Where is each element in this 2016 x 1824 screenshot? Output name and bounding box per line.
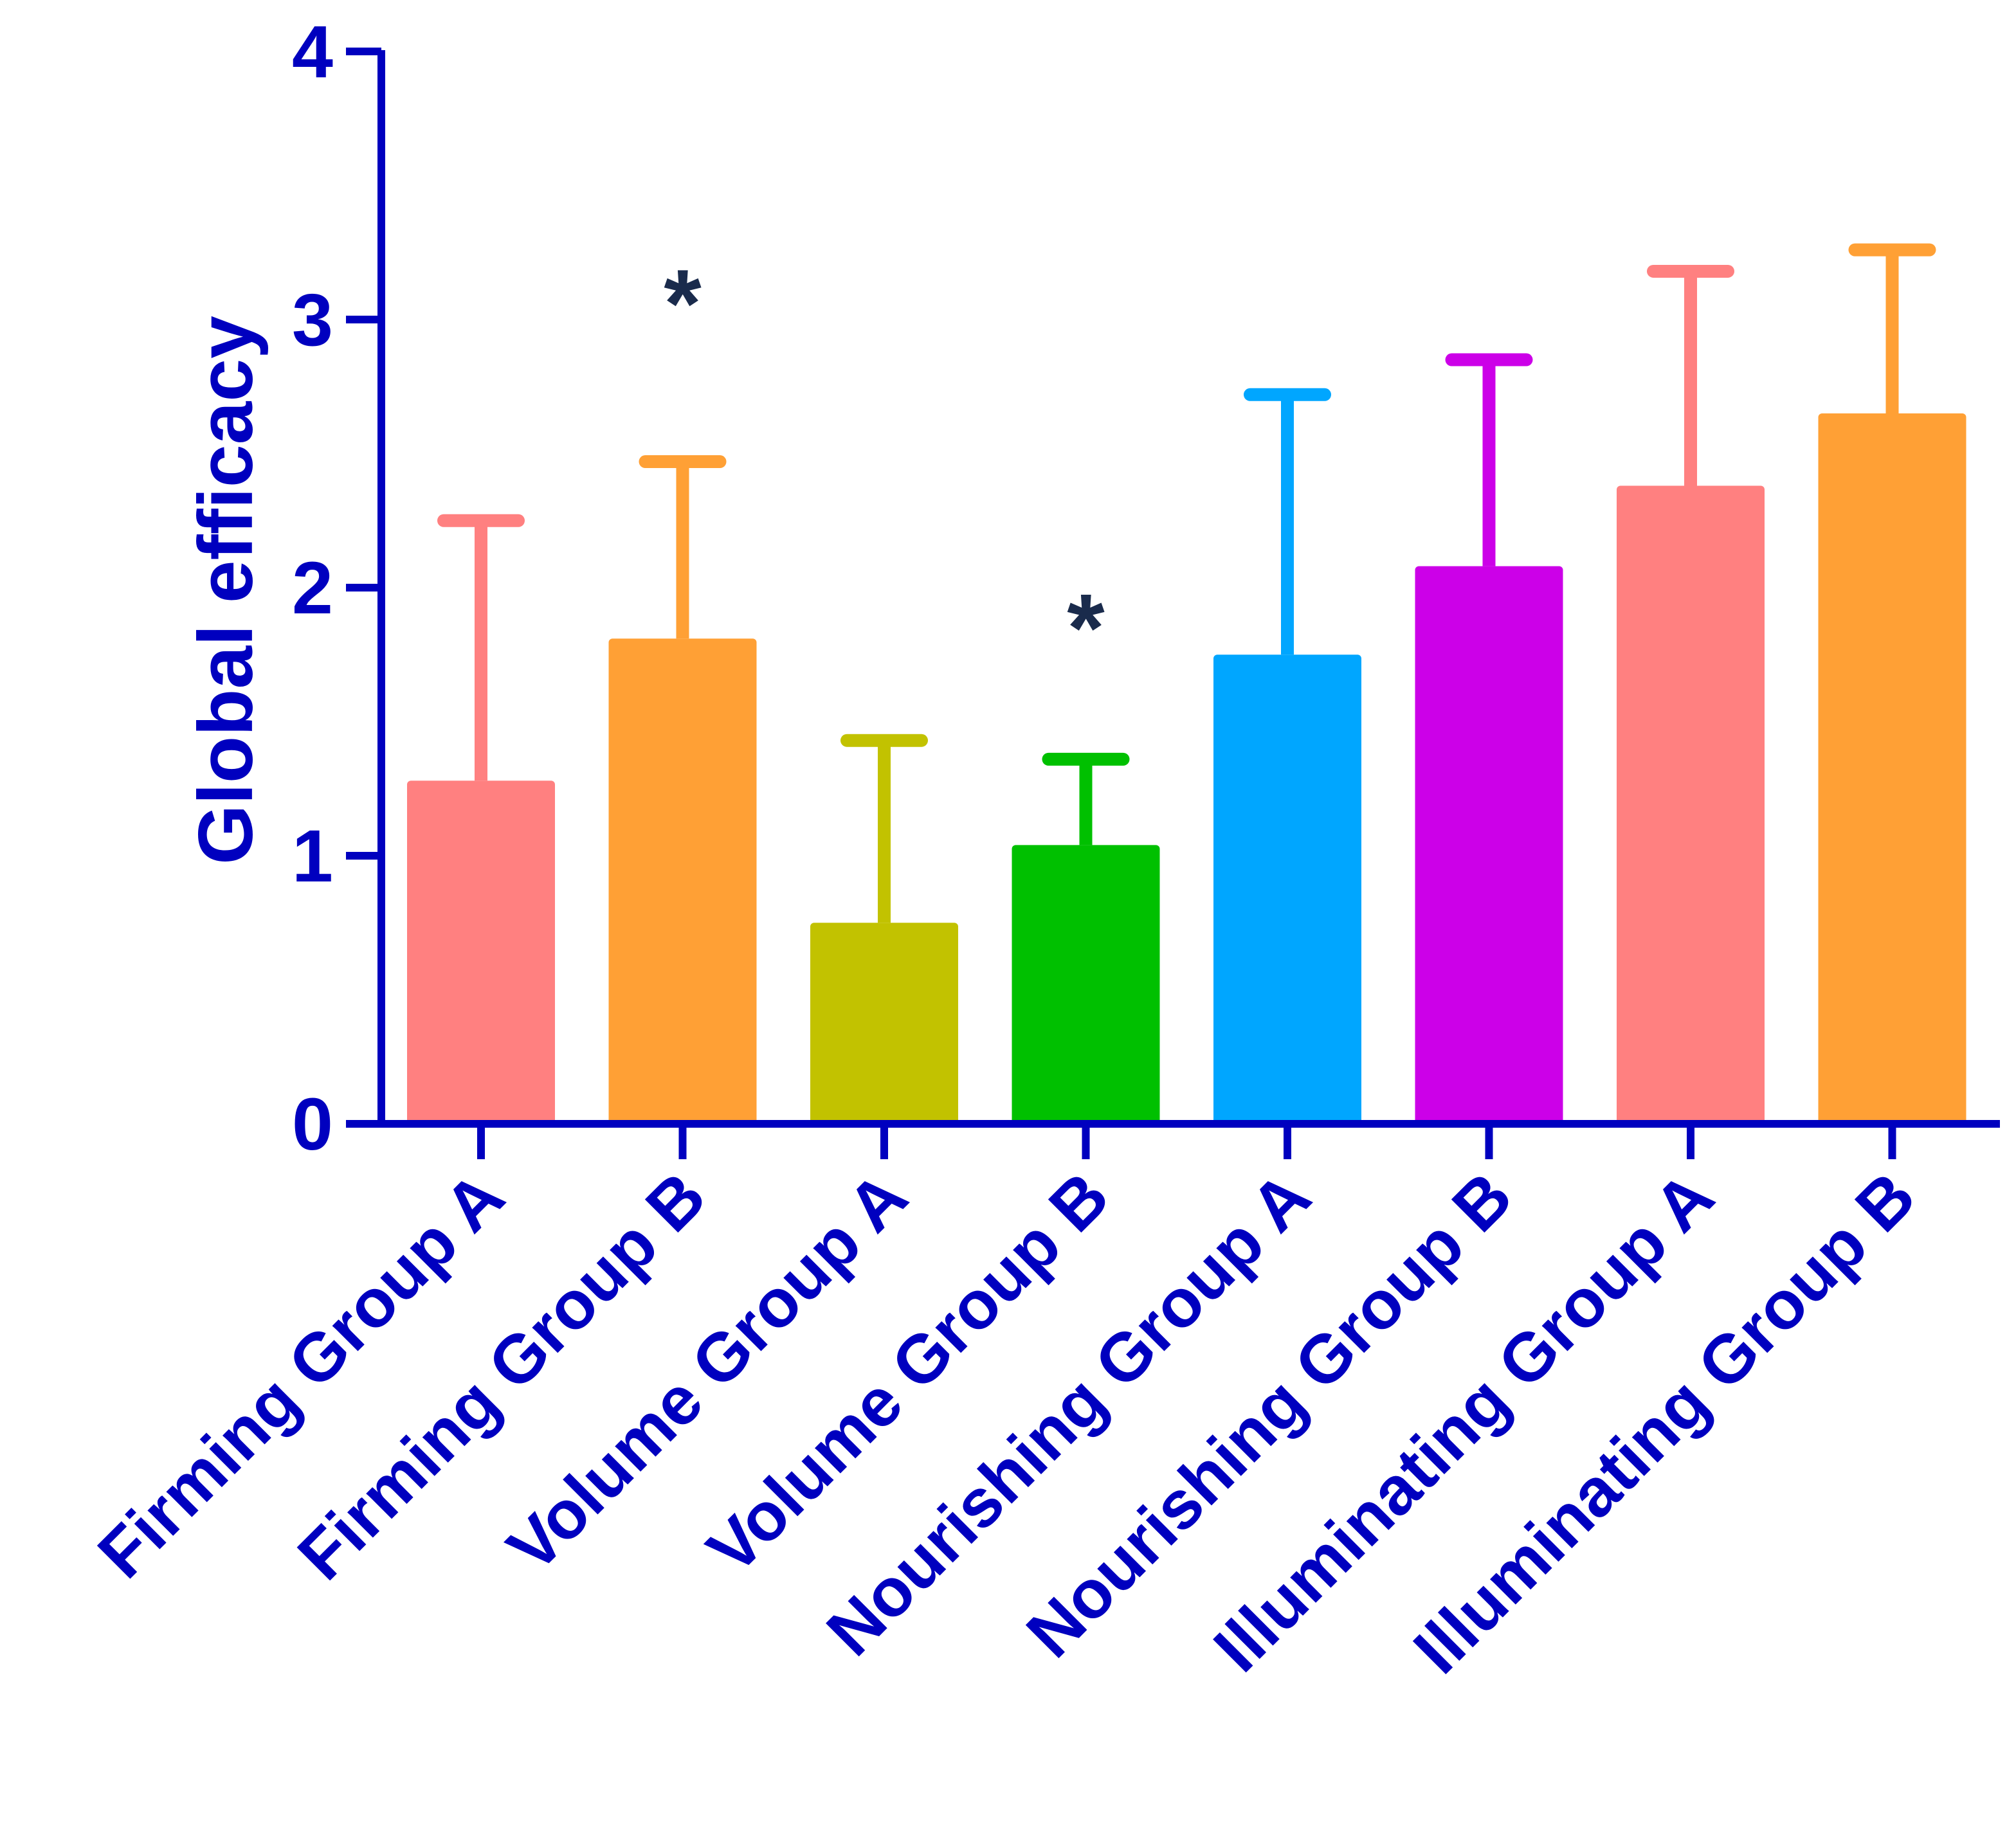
bar-firming-group-a: [407, 781, 555, 1124]
bar-nourishing-group-b: [1415, 566, 1563, 1124]
bar-volume-group-b: [1012, 845, 1160, 1124]
y-axis-label: Global efficacy: [183, 316, 269, 865]
significance-marker: *: [664, 249, 702, 357]
bar-illuminating-group-a: [1617, 485, 1765, 1124]
bar-nourishing-group-a: [1213, 655, 1361, 1124]
bar-firming-group-b: [608, 638, 757, 1124]
y-tick-label: 1: [292, 815, 333, 898]
y-tick-label: 2: [292, 547, 333, 629]
y-tick-label: 0: [292, 1083, 333, 1166]
significance-marker: *: [1067, 573, 1105, 682]
y-tick-label: 4: [292, 11, 333, 93]
y-ticks-layer: 0 1 2 3 4: [292, 11, 381, 1166]
y-tick-label: 3: [292, 279, 333, 361]
annotations-layer: **: [664, 249, 1105, 682]
bars-layer: [407, 413, 1966, 1124]
bar-illuminating-group-b: [1818, 413, 1966, 1124]
error-bars-layer: [437, 243, 1936, 923]
bar-volume-group-a: [810, 923, 958, 1124]
